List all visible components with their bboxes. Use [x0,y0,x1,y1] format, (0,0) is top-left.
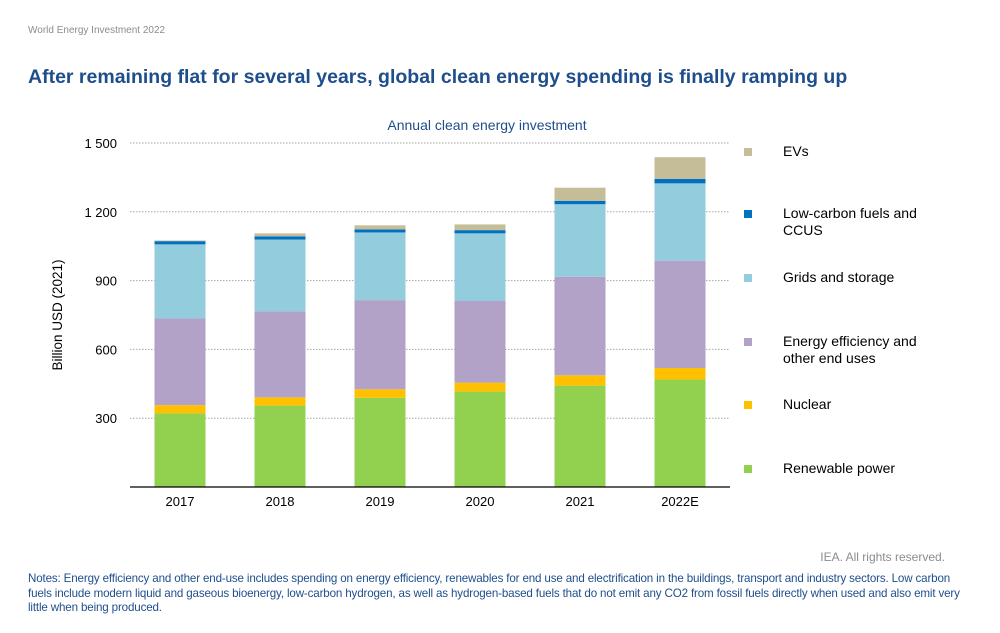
legend-label: EVs [783,143,809,159]
y-tick-label: 600 [95,342,117,357]
bar-segment-renewable-power-2022E [654,379,706,487]
bar-segment-renewable-power-2017 [154,413,206,487]
bar-segment-evs-2020 [454,224,506,231]
legend-swatch [744,338,752,346]
bar-segment-grids-and-storage-2022E [654,183,706,261]
y-tick-label: 1 500 [84,136,117,151]
legend-swatch [744,148,752,156]
bar-segment-grids-and-storage-2018 [254,239,306,312]
bar-segment-renewable-power-2020 [454,391,506,487]
x-tick-label: 2021 [566,494,595,509]
y-tick-label: 1 200 [84,205,117,220]
x-tick-label: 2018 [266,494,295,509]
legend-label: Nuclear [783,396,832,412]
copyright: IEA. All rights reserved. [820,550,945,564]
x-tick-label: 2020 [466,494,495,509]
bar-segment-energy-efficiency-and-other-end-uses-2019 [354,300,406,390]
bar-segment-energy-efficiency-and-other-end-uses-2017 [154,318,206,406]
bar-segment-low-carbon-fuels-and-ccus-2019 [354,229,406,233]
bar-segment-evs-2019 [354,225,406,230]
legend-label: Grids and storage [783,269,894,285]
bar-segment-evs-2018 [254,233,306,237]
bar-segment-evs-2021 [554,187,606,201]
legend-swatch [744,274,752,282]
bar-segment-renewable-power-2018 [254,405,306,487]
bar-segment-nuclear-2017 [154,405,206,414]
bar-segment-nuclear-2021 [554,375,606,386]
bar-segment-nuclear-2022E [654,367,706,380]
legend-swatch [744,465,752,473]
bar-segment-grids-and-storage-2021 [554,204,606,277]
y-tick-label: 900 [95,274,117,289]
page-title: After remaining flat for several years, … [28,66,848,88]
bar-segment-energy-efficiency-and-other-end-uses-2022E [654,260,706,368]
bar-segment-nuclear-2018 [254,397,306,406]
bar-segment-low-carbon-fuels-and-ccus-2020 [454,230,506,234]
chart-title: Annual clean energy investment [387,117,586,133]
legend-label: Energy efficiency and [783,333,917,349]
bar-segment-grids-and-storage-2019 [354,232,406,301]
x-tick-label: 2022E [661,494,699,509]
notes: Notes: Energy efficiency and other end-u… [28,572,960,614]
legend-label: other end uses [783,350,876,366]
legend-label: Renewable power [783,460,895,476]
bar-segment-low-carbon-fuels-and-ccus-2022E [654,179,706,184]
legend-label: Low-carbon fuels and [783,205,917,221]
bar-segment-energy-efficiency-and-other-end-uses-2021 [554,276,606,376]
bar-segment-low-carbon-fuels-and-ccus-2018 [254,236,306,240]
bar-segment-grids-and-storage-2020 [454,233,506,302]
bar-segment-low-carbon-fuels-and-ccus-2017 [154,241,206,245]
y-axis-label: Billion USD (2021) [50,259,65,370]
report-header: World Energy Investment 2022 [28,25,166,36]
x-tick-label: 2019 [366,494,395,509]
legend-swatch [744,401,752,409]
bar-segment-energy-efficiency-and-other-end-uses-2020 [454,301,506,383]
legend-label: CCUS [783,222,823,238]
bar-segment-renewable-power-2021 [554,385,606,487]
x-tick-label: 2017 [166,494,195,509]
bar-segment-nuclear-2019 [354,389,406,398]
bar-segment-grids-and-storage-2017 [154,244,206,319]
bar-segment-renewable-power-2019 [354,397,406,487]
bar-segment-energy-efficiency-and-other-end-uses-2018 [254,311,306,398]
y-tick-label: 300 [95,411,117,426]
bar-segment-nuclear-2020 [454,382,506,392]
bar-segment-low-carbon-fuels-and-ccus-2021 [554,200,606,205]
bar-segment-evs-2017 [154,240,206,242]
bar-segment-evs-2022E [654,157,706,180]
legend-swatch [744,210,752,218]
